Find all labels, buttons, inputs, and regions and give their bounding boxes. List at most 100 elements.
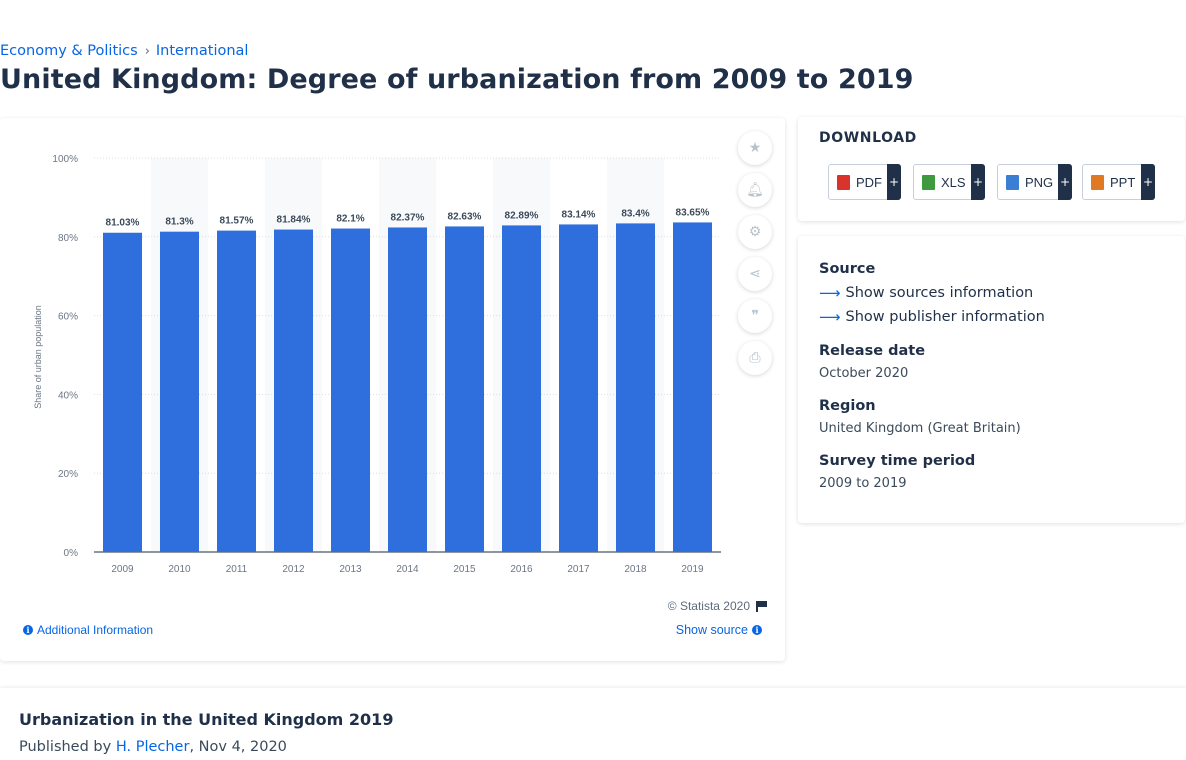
- share-button[interactable]: ⋖: [738, 257, 772, 291]
- download-pdf-label: PDF: [856, 174, 882, 190]
- data-label: 82.89%: [505, 210, 539, 221]
- release-date-value: October 2020: [819, 366, 909, 381]
- x-tick-label: 2016: [510, 564, 533, 575]
- copyright: © Statista 2020: [668, 599, 767, 613]
- info-icon: i: [752, 625, 762, 635]
- show-sources-label: Show sources information: [845, 285, 1034, 301]
- x-tick-label: 2010: [168, 564, 191, 575]
- download-title: DOWNLOAD: [819, 130, 917, 146]
- plus-icon: +: [887, 164, 901, 200]
- download-xls-label: XLS: [941, 174, 966, 190]
- star-icon: ★: [748, 140, 762, 156]
- plus-icon: +: [971, 164, 985, 200]
- show-source-label: Show source: [675, 623, 748, 637]
- share-icon: ⋖: [749, 266, 761, 282]
- bar-2017: [559, 224, 598, 552]
- bar-2011: [217, 230, 256, 552]
- published-date: , Nov 4, 2020: [189, 739, 287, 755]
- article-title: Urbanization in the United Kingdom 2019: [19, 710, 394, 729]
- y-tick-label: 20%: [58, 469, 78, 480]
- chart-toolbar: ★ 🔔︎ ⚙ ⋖ ❞ ⎙: [738, 131, 772, 383]
- x-tick-label: 2015: [453, 564, 476, 575]
- download-ppt-label: PPT: [1110, 174, 1136, 190]
- y-tick-label: 40%: [58, 390, 78, 401]
- breadcrumb: Economy & Politics › International: [0, 43, 248, 59]
- copyright-text: © Statista 2020: [667, 599, 750, 613]
- ppt-file-icon: [1091, 174, 1104, 190]
- x-tick-label: 2009: [111, 564, 134, 575]
- y-tick-label: 0%: [64, 548, 79, 559]
- bar-2012: [274, 229, 313, 552]
- region-label: Region: [819, 398, 876, 414]
- pdf-file-icon: [837, 174, 850, 190]
- data-label: 83.14%: [562, 209, 596, 220]
- download-pdf-button[interactable]: PDF +: [828, 164, 901, 200]
- chart-card: 0% 20% 40% 60% 80% 100% Share of urban populat…: [0, 118, 785, 661]
- arrow-right-icon: ⟶: [819, 284, 841, 302]
- data-label: 82.1%: [336, 214, 364, 225]
- page-title: United Kingdom: Degree of urbanization f…: [0, 64, 914, 95]
- bar-2014: [388, 227, 427, 552]
- breadcrumb-economy-politics[interactable]: Economy & Politics: [0, 43, 138, 59]
- bar-2009: [103, 232, 142, 552]
- print-button[interactable]: ⎙: [738, 341, 772, 375]
- y-tick-label: 60%: [58, 312, 78, 323]
- x-tick-label: 2011: [226, 564, 248, 575]
- y-tick-label: 100%: [52, 154, 78, 165]
- author-link[interactable]: H. Plecher: [115, 739, 190, 755]
- download-card: DOWNLOAD PDF + XLS + PNG + PPT +: [798, 117, 1185, 221]
- x-tick-label: 2018: [624, 564, 647, 575]
- published-by: Published by H. Plecher, Nov 4, 2020: [19, 739, 287, 755]
- bar-2015: [445, 226, 484, 552]
- bar-chart: 0% 20% 40% 60% 80% 100% Share of urban populat…: [33, 154, 721, 575]
- x-tick-label: 2012: [282, 564, 305, 575]
- data-label: 81.57%: [220, 216, 254, 227]
- data-label: 82.63%: [448, 211, 482, 222]
- data-label: 83.65%: [676, 207, 710, 218]
- x-tick-label: 2013: [339, 564, 362, 575]
- release-date-label: Release date: [819, 343, 926, 359]
- additional-information-label: Additional Information: [37, 623, 154, 637]
- bar-2013: [331, 228, 370, 552]
- bell-icon: 🔔︎: [746, 182, 764, 198]
- show-sources-link[interactable]: ⟶ Show sources information: [819, 284, 1033, 302]
- show-publisher-link[interactable]: ⟶ Show publisher information: [819, 308, 1045, 326]
- x-tick-label: 2014: [396, 564, 419, 575]
- download-png-button[interactable]: PNG +: [997, 164, 1072, 200]
- x-tick-label: 2019: [681, 564, 704, 575]
- data-label: 83.4%: [621, 208, 649, 219]
- plus-icon: +: [1141, 164, 1155, 200]
- settings-button[interactable]: ⚙: [738, 215, 772, 249]
- show-publisher-label: Show publisher information: [845, 309, 1045, 325]
- bar-2016: [502, 225, 541, 552]
- x-tick-label: 2017: [567, 564, 590, 575]
- plus-icon: +: [1058, 164, 1072, 200]
- show-source-link[interactable]: Show source i: [676, 623, 766, 637]
- breadcrumb-separator: ›: [144, 43, 150, 59]
- survey-period-value: 2009 to 2019: [819, 476, 907, 491]
- statistic-info-card: Source ⟶ Show sources information ⟶ Show…: [798, 236, 1185, 523]
- gear-icon: ⚙: [748, 224, 762, 240]
- source-label: Source: [819, 261, 876, 277]
- breadcrumb-international[interactable]: International: [155, 43, 249, 59]
- flag-icon[interactable]: [756, 600, 767, 612]
- notification-button[interactable]: 🔔︎: [738, 173, 772, 207]
- download-ppt-button[interactable]: PPT +: [1082, 164, 1155, 200]
- favorite-button[interactable]: ★: [738, 131, 772, 165]
- download-xls-button[interactable]: XLS +: [913, 164, 985, 200]
- data-label: 81.3%: [165, 217, 193, 228]
- survey-period-label: Survey time period: [819, 453, 976, 469]
- arrow-right-icon: ⟶: [819, 308, 841, 326]
- y-axis-label: Share of urban population: [33, 305, 43, 409]
- cite-button[interactable]: ❞: [738, 299, 772, 333]
- additional-information-link[interactable]: i Additional Information: [19, 623, 153, 637]
- bar-2019: [673, 222, 712, 552]
- info-icon: i: [23, 625, 33, 635]
- png-file-icon: [1006, 174, 1019, 190]
- download-png-label: PNG: [1025, 174, 1054, 190]
- bar-2010: [160, 231, 199, 552]
- data-label: 81.84%: [277, 215, 311, 226]
- data-label: 81.03%: [106, 218, 140, 229]
- bar-2018: [616, 223, 655, 552]
- print-icon: ⎙: [749, 350, 761, 366]
